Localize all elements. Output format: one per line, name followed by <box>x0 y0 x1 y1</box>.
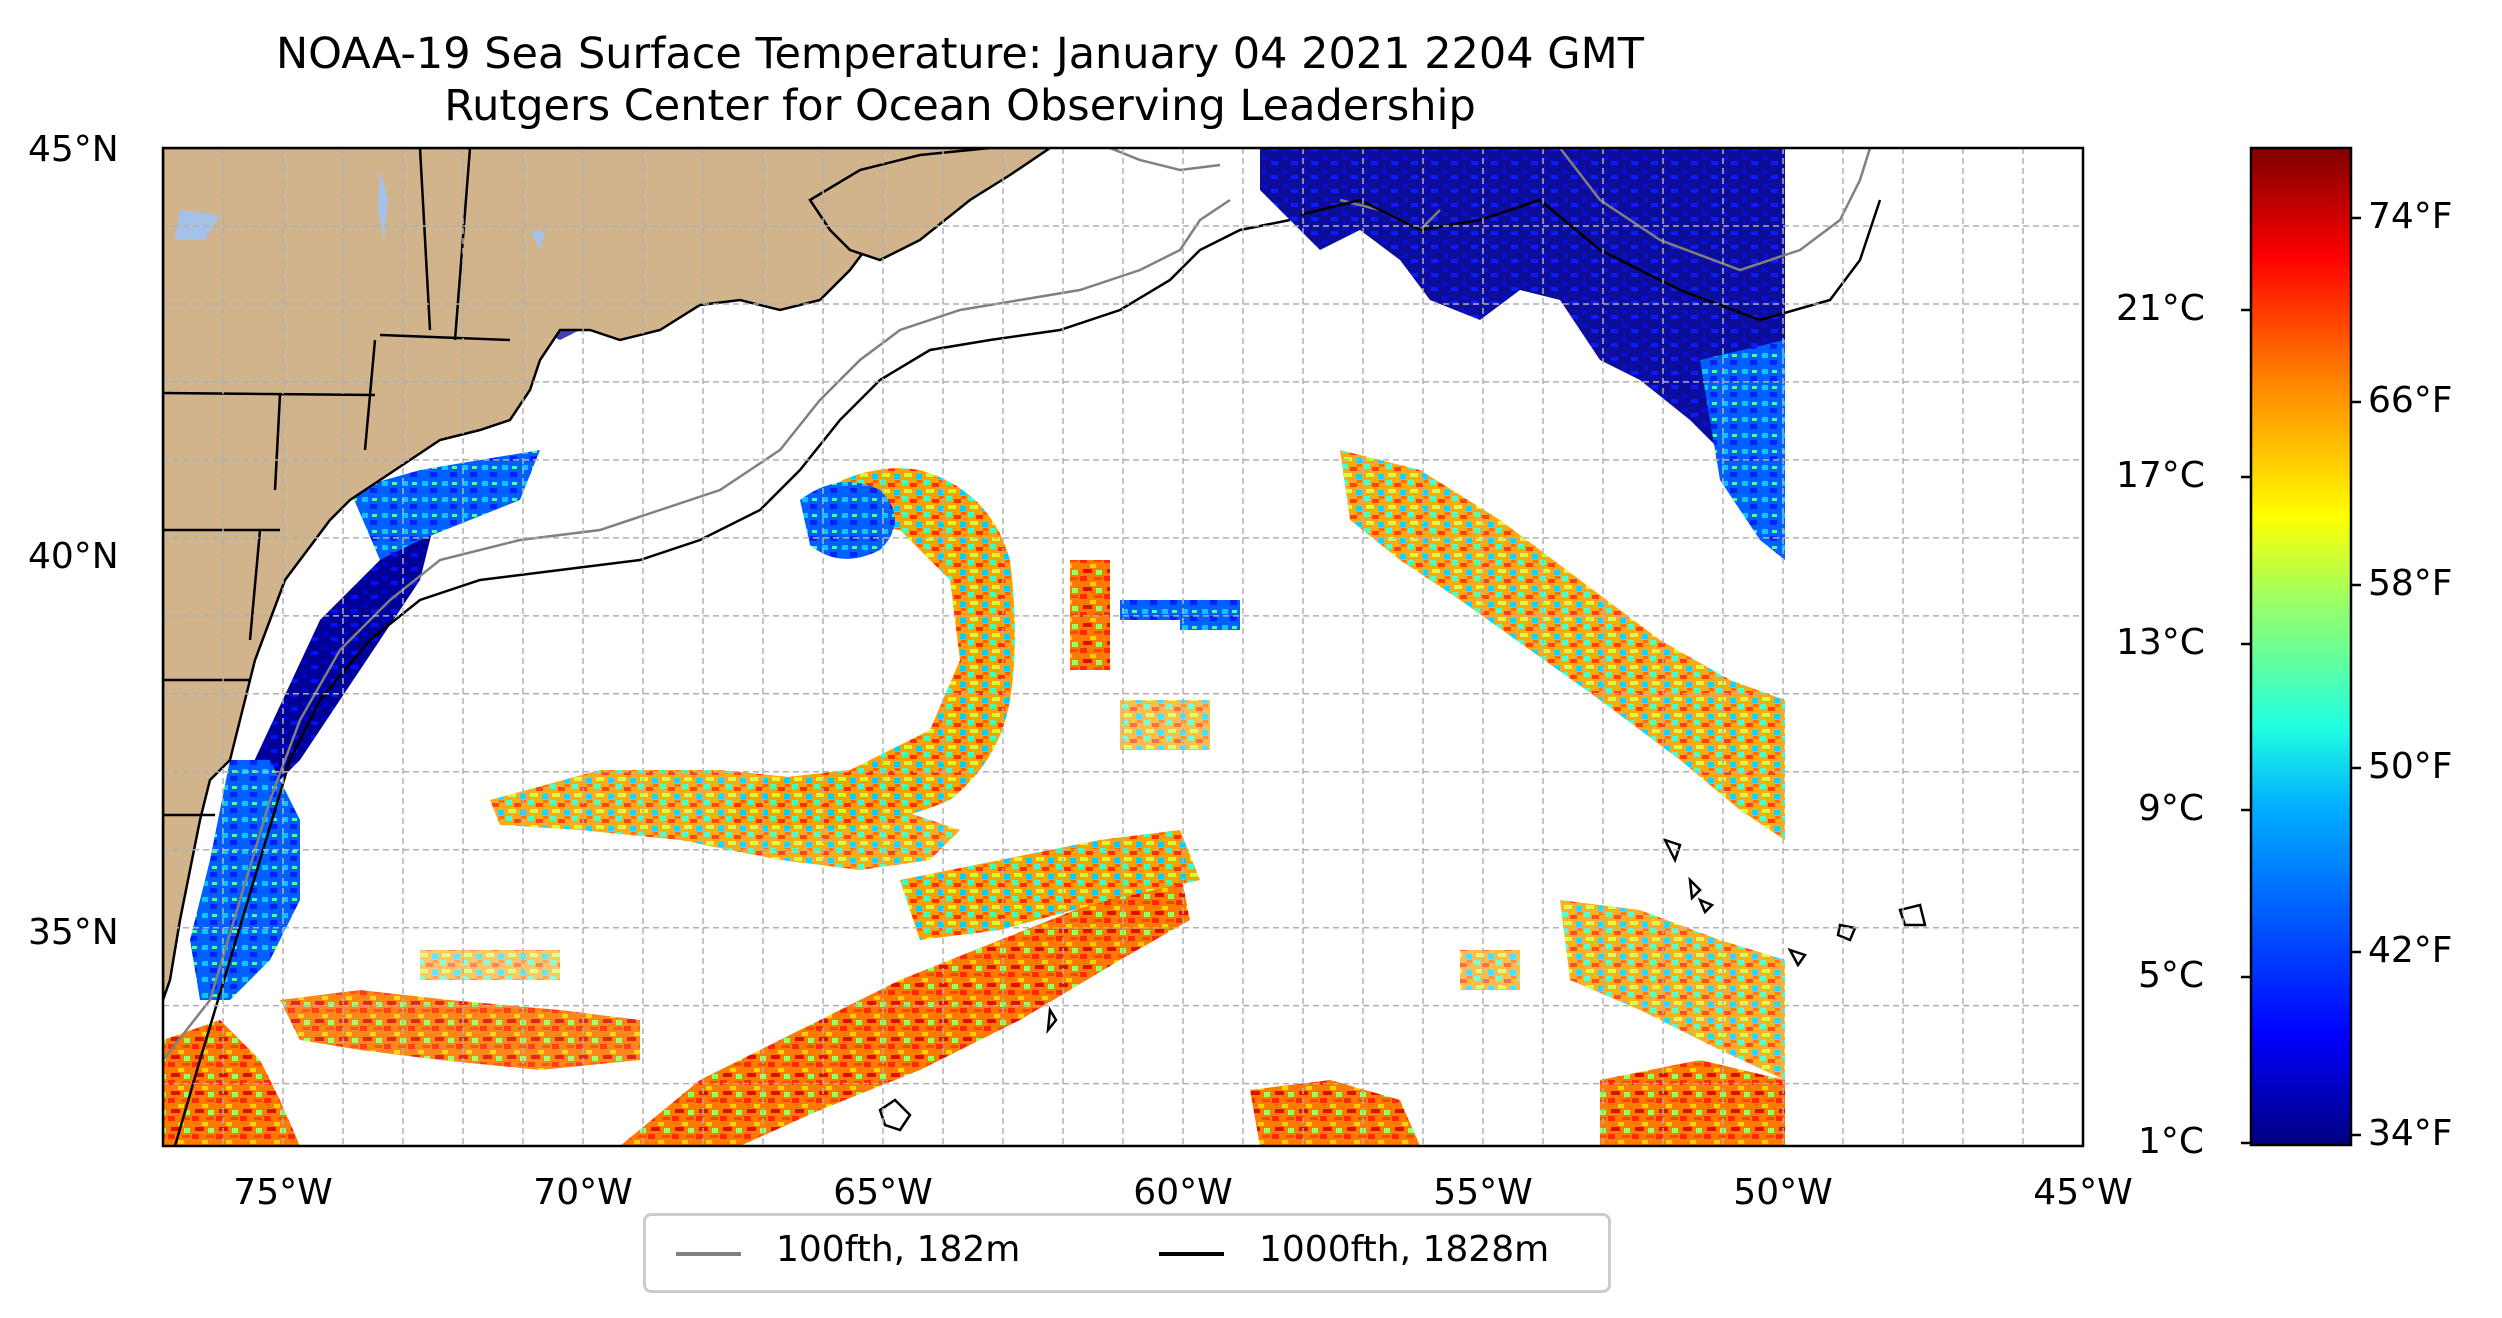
land <box>163 148 1053 1001</box>
colorbar-f-label: 58°F <box>2368 563 2453 604</box>
sst-patch <box>1120 600 1180 620</box>
legend-label-100fth: 100fth, 182m <box>776 1229 1021 1270</box>
lon-label-45: 45°W <box>2033 1172 2133 1213</box>
lon-label-50: 50°W <box>1733 1172 1833 1213</box>
legend-line-100fth <box>676 1252 741 1256</box>
colorbar-f-label: 34°F <box>2368 1113 2453 1154</box>
sst-patch <box>420 950 560 980</box>
sst-cold-core <box>800 482 895 559</box>
sst-warm-se-2 <box>1600 1060 1785 1146</box>
lat-label-40: 40°N <box>28 536 119 577</box>
colorbar-c-label: 17°C <box>2116 455 2205 496</box>
state-borders <box>163 148 511 817</box>
colorbar-gradient <box>2249 146 2353 1147</box>
colorbar-c-label: 1°C <box>2138 1121 2205 1162</box>
legend-line-1000fth <box>1159 1252 1224 1256</box>
colorbar-c-label: 13°C <box>2116 622 2205 663</box>
colorbar-f-label: 74°F <box>2368 196 2453 237</box>
legend-label-1000fth: 1000fth, 1828m <box>1259 1229 1550 1270</box>
sst-nybight <box>350 450 540 560</box>
bathymetry-100fth <box>163 148 1872 1061</box>
lon-label-65: 65°W <box>833 1172 933 1213</box>
lon-label-55: 55°W <box>1433 1172 1533 1213</box>
sst-gulfstream-band <box>620 870 1190 1146</box>
land-nova-scotia <box>808 148 1053 262</box>
chart-subtitle: Rutgers Center for Ocean Observing Leade… <box>444 81 1476 131</box>
sst-patch <box>1120 700 1210 750</box>
sst-warm-se-1 <box>1250 1080 1420 1146</box>
colorbar-f-label: 42°F <box>2368 930 2453 971</box>
colorbar-c-label: 5°C <box>2138 955 2205 996</box>
lon-label-75: 75°W <box>233 1172 333 1213</box>
sst-cool-edge <box>1700 340 1785 560</box>
sst-patch <box>1460 950 1520 990</box>
lon-label-70: 70°W <box>533 1172 633 1213</box>
sst-east-band <box>1340 450 1785 840</box>
sst-warm-southwest <box>280 990 640 1070</box>
bathymetry-1000fth <box>173 198 1927 1146</box>
lakes <box>175 170 545 250</box>
lat-label-35: 35°N <box>28 912 119 953</box>
lon-label-60: 60°W <box>1133 1172 1233 1213</box>
sst-streamer <box>490 770 960 870</box>
sst-east-south <box>1560 900 1785 1080</box>
land-north <box>163 148 1051 1001</box>
sst-patch <box>1180 600 1240 630</box>
map-frame <box>161 146 2085 1148</box>
sst-warm-sw-corner <box>163 1020 300 1146</box>
gridlines <box>163 148 2083 1146</box>
chart-title: NOAA-19 Sea Surface Temperature: January… <box>276 29 1644 79</box>
colorbar-f-label: 66°F <box>2368 380 2453 421</box>
sst-warm-eddy <box>720 468 1015 830</box>
sst-patch <box>1070 560 1110 670</box>
sst-warm-south-1 <box>900 830 1200 940</box>
lat-label-45: 45°N <box>28 129 119 170</box>
colorbar-c-label: 21°C <box>2116 288 2205 329</box>
colorbar-f-label: 50°F <box>2368 746 2453 787</box>
legend: 100fth, 182m 1000fth, 1828m <box>643 1213 1611 1293</box>
colorbar-ticks <box>2241 216 2361 1145</box>
colorbar-c-label: 9°C <box>2138 788 2205 829</box>
